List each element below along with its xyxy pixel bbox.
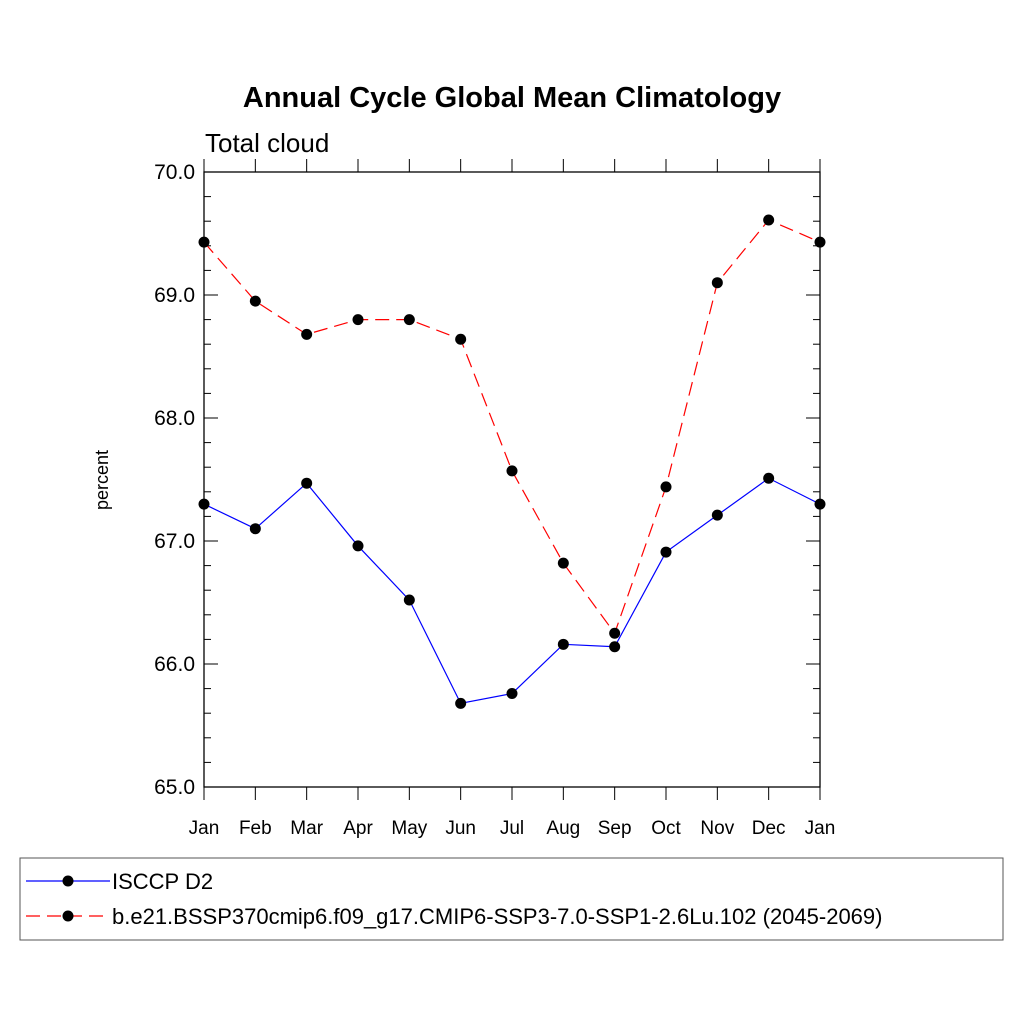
x-tick-label: May bbox=[391, 818, 427, 839]
y-tick-label: 68.0 bbox=[154, 407, 195, 430]
legend: ISCCP D2 b.e21.BSSP370cmip6.f09_g17.CMIP6… bbox=[19, 857, 1004, 941]
data-point bbox=[403, 314, 415, 326]
data-point bbox=[352, 314, 364, 326]
data-point bbox=[301, 328, 313, 340]
data-point bbox=[660, 481, 672, 493]
y-tick-label: 70.0 bbox=[154, 161, 195, 184]
x-tick-label: Jan bbox=[805, 818, 836, 839]
data-point bbox=[557, 557, 569, 569]
legend-swatch-marker bbox=[62, 875, 74, 887]
x-tick-label: Oct bbox=[651, 818, 681, 839]
x-tick-label: Mar bbox=[290, 818, 323, 839]
data-point bbox=[403, 594, 415, 606]
data-point bbox=[198, 498, 210, 510]
data-point bbox=[249, 523, 261, 535]
y-tick-label: 65.0 bbox=[154, 776, 195, 799]
x-tick-label: Feb bbox=[239, 818, 272, 839]
data-point bbox=[711, 509, 723, 521]
data-point bbox=[198, 236, 210, 248]
data-point bbox=[301, 477, 313, 489]
data-point bbox=[249, 295, 261, 307]
data-point bbox=[609, 627, 621, 639]
x-tick-label: Sep bbox=[598, 818, 632, 839]
x-tick-label: Dec bbox=[752, 818, 786, 839]
series-1 bbox=[198, 472, 826, 709]
data-point bbox=[455, 333, 467, 345]
series-2 bbox=[198, 214, 826, 639]
data-point bbox=[763, 214, 775, 226]
series-line bbox=[203, 477, 821, 705]
data-point bbox=[660, 546, 672, 558]
y-tick-label: 67.0 bbox=[154, 530, 195, 553]
legend-box bbox=[19, 857, 1004, 941]
chart-subtitle: Total cloud bbox=[205, 128, 329, 158]
legend-label: ISCCP D2 bbox=[112, 869, 213, 894]
data-point bbox=[814, 236, 826, 248]
chart-title: Annual Cycle Global Mean Climatology bbox=[243, 82, 781, 114]
plot-area: 65.0 66.0 67.0 68.0 69.0 70.0 Jan Feb Mar Apr May J… bbox=[154, 159, 835, 839]
x-tick-label: Jun bbox=[445, 818, 476, 839]
x-tick-label: Nov bbox=[700, 818, 734, 839]
series-line bbox=[203, 219, 821, 635]
x-tick-label: Aug bbox=[546, 818, 580, 839]
data-point bbox=[814, 498, 826, 510]
y-tick-label: 69.0 bbox=[154, 284, 195, 307]
data-point bbox=[455, 697, 467, 709]
x-tick-label: Jul bbox=[500, 818, 524, 839]
data-point bbox=[763, 472, 775, 484]
data-point bbox=[352, 540, 364, 552]
x-tick-label: Apr bbox=[343, 818, 373, 839]
data-point bbox=[711, 277, 723, 289]
data-point bbox=[506, 465, 518, 477]
y-axis-label: percent bbox=[92, 450, 112, 510]
data-point bbox=[506, 688, 518, 700]
data-point bbox=[609, 641, 621, 653]
legend-swatch-marker bbox=[62, 910, 74, 922]
y-tick-label: 66.0 bbox=[154, 653, 195, 676]
legend-label: b.e21.BSSP370cmip6.f09_g17.CMIP6-SSP3-7.… bbox=[112, 904, 882, 929]
data-point bbox=[557, 638, 569, 650]
x-tick-label: Jan bbox=[189, 818, 220, 839]
